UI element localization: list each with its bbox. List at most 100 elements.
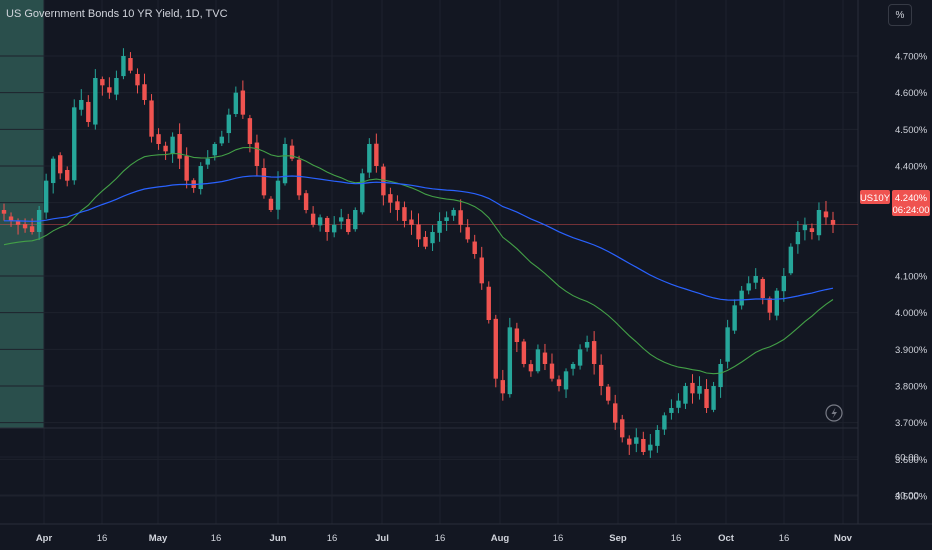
- last-price-value: 4.240%: [895, 193, 928, 204]
- candle-body: [254, 142, 260, 167]
- candle-body: [261, 167, 267, 196]
- price-tick-label: 4.400%: [895, 162, 928, 173]
- candle-body: [641, 438, 646, 453]
- candle-body: [816, 210, 822, 236]
- candle-body: [830, 219, 836, 225]
- candle-body: [725, 327, 730, 362]
- candle-body: [718, 364, 723, 388]
- candle-body: [500, 380, 506, 394]
- oscillator-tick-label: 40.00: [895, 491, 919, 502]
- candle-body: [198, 166, 203, 190]
- candle-body: [282, 144, 288, 184]
- candle-body: [22, 224, 28, 229]
- candle-body: [156, 134, 161, 145]
- candle-body: [598, 364, 604, 387]
- candle-body: [170, 136, 175, 155]
- lightning-icon[interactable]: [825, 404, 843, 422]
- price-tick-label: 4.600%: [895, 88, 928, 99]
- candle-body: [324, 217, 330, 233]
- time-tick-label: 16: [779, 533, 790, 544]
- oscillator-axis-ticks[interactable]: 60.00 40.00: [895, 453, 919, 502]
- candle-body: [676, 400, 681, 408]
- time-tick-label: 16: [435, 533, 446, 544]
- last-price-badge: [892, 190, 930, 216]
- candle-body: [648, 444, 653, 451]
- candle-body: [402, 207, 407, 222]
- candle-body: [451, 210, 456, 216]
- candle-body: [233, 92, 239, 115]
- candle-body: [409, 219, 414, 225]
- candle-body: [535, 349, 541, 372]
- candle-body: [514, 328, 520, 343]
- candle-body: [29, 226, 35, 233]
- time-tick-label: Jul: [375, 533, 389, 544]
- candle-body: [486, 286, 491, 321]
- candle-body: [184, 156, 189, 181]
- candle-body: [809, 228, 815, 233]
- candle-body: [472, 241, 477, 255]
- candle-body: [662, 415, 667, 430]
- candle-body: [275, 180, 281, 210]
- candle-body: [107, 87, 112, 93]
- candle-body: [479, 257, 484, 284]
- time-tick-label: 16: [211, 533, 222, 544]
- candle-body: [669, 408, 674, 413]
- price-tick-label: 3.900%: [895, 345, 928, 356]
- candle-body: [289, 145, 295, 159]
- candle-body: [212, 144, 217, 156]
- candle-body: [697, 386, 702, 394]
- candle-body: [353, 210, 358, 230]
- candle-body: [149, 100, 154, 137]
- chart-title: US Government Bonds 10 YR Yield, 1D, TVC: [6, 8, 228, 20]
- candle-body: [795, 232, 801, 245]
- candle-body: [704, 389, 709, 409]
- candle-body: [549, 363, 555, 379]
- candle-body: [437, 221, 442, 233]
- candle-body: [605, 386, 611, 401]
- candle-body: [79, 100, 84, 110]
- candle-body: [58, 155, 63, 174]
- time-axis-ticks[interactable]: Apr 16 May 16 Jun 16 Jul 16 Aug 16 Sep 16 Oct 16 Nov: [36, 533, 853, 544]
- candle-body: [577, 349, 583, 366]
- candle-body: [177, 134, 182, 159]
- candle-body: [542, 352, 548, 365]
- candle-body: [430, 232, 435, 244]
- candle-body: [627, 438, 632, 445]
- price-badge: US10Y 4.240% 06:24:00: [860, 190, 930, 216]
- grid: [0, 0, 858, 524]
- candle-body: [381, 166, 386, 196]
- unit-button[interactable]: %: [888, 4, 912, 26]
- candle-body: [142, 84, 147, 101]
- candle-body: [388, 194, 393, 203]
- candle-body: [240, 90, 246, 115]
- candle-body: [360, 173, 365, 213]
- candle-body: [43, 180, 49, 213]
- candles: [1, 48, 836, 458]
- time-tick-label: Apr: [36, 533, 53, 544]
- candle-body: [247, 118, 253, 145]
- candle-body: [556, 379, 562, 387]
- candle-body: [746, 283, 751, 291]
- oscillator-tick-label: 60.00: [895, 453, 919, 464]
- candle-body: [317, 217, 323, 226]
- candle-body: [788, 246, 794, 274]
- candle-body: [303, 193, 309, 211]
- candle-body: [72, 107, 77, 181]
- candle-body: [339, 217, 344, 222]
- candle-body: [570, 364, 576, 369]
- candle-body: [423, 236, 428, 247]
- candle-body: [732, 305, 737, 331]
- symbol-badge: [860, 190, 890, 204]
- candle-body: [8, 216, 14, 222]
- candle-body: [205, 158, 210, 165]
- price-tick-label: 3.700%: [895, 418, 928, 429]
- candle-body: [128, 58, 133, 71]
- price-tick-label: 4.500%: [895, 125, 928, 136]
- candle-body: [823, 211, 829, 218]
- candle-body: [331, 224, 337, 233]
- candle-body: [465, 227, 470, 240]
- candle-body: [100, 79, 105, 86]
- candle-body: [346, 219, 351, 233]
